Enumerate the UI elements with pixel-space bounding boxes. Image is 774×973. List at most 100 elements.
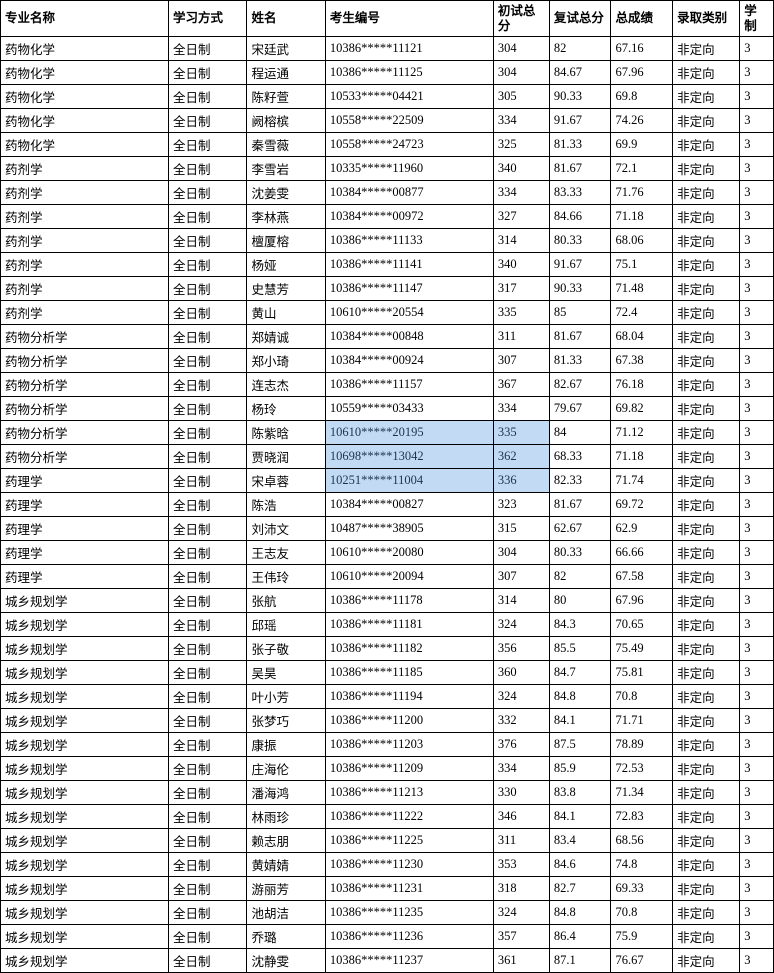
cell-name: 张梦巧	[247, 709, 325, 733]
table-row: 城乡规划学全日制游丽芳10386*****1123131882.769.33非定…	[1, 877, 774, 901]
cell-major: 城乡规划学	[1, 709, 169, 733]
cell-type: 非定向	[673, 61, 740, 85]
cell-mode: 全日制	[169, 925, 247, 949]
cell-mode: 全日制	[169, 493, 247, 517]
table-row: 药剂学全日制黄山10610*****205543358572.4非定向3	[1, 301, 774, 325]
cell-major: 城乡规划学	[1, 661, 169, 685]
cell-major: 药剂学	[1, 301, 169, 325]
cell-mode: 全日制	[169, 853, 247, 877]
cell-total: 71.74	[611, 469, 673, 493]
cell-id: 10386*****11157	[325, 373, 493, 397]
cell-s2: 62.67	[549, 517, 611, 541]
cell-total: 68.04	[611, 325, 673, 349]
cell-mode: 全日制	[169, 661, 247, 685]
cell-type: 非定向	[673, 829, 740, 853]
cell-mode: 全日制	[169, 589, 247, 613]
cell-name: 乔璐	[247, 925, 325, 949]
cell-dur: 3	[740, 349, 774, 373]
table-row: 城乡规划学全日制吴昊10386*****1118536084.775.81非定向…	[1, 661, 774, 685]
cell-major: 药理学	[1, 541, 169, 565]
cell-type: 非定向	[673, 757, 740, 781]
cell-major: 药剂学	[1, 229, 169, 253]
table-row: 药物化学全日制阙榕槟10558*****2250933491.6774.26非定…	[1, 109, 774, 133]
cell-id: 10386*****11203	[325, 733, 493, 757]
table-row: 药理学全日制宋卓蓉10251*****1100433682.3371.74非定向…	[1, 469, 774, 493]
cell-s1: 335	[493, 421, 549, 445]
cell-mode: 全日制	[169, 709, 247, 733]
cell-id: 10558*****24723	[325, 133, 493, 157]
cell-s2: 84.3	[549, 613, 611, 637]
cell-dur: 3	[740, 661, 774, 685]
cell-major: 城乡规划学	[1, 805, 169, 829]
cell-s2: 82.67	[549, 373, 611, 397]
cell-name: 陈紫晗	[247, 421, 325, 445]
cell-id: 10384*****00924	[325, 349, 493, 373]
cell-mode: 全日制	[169, 109, 247, 133]
cell-total: 69.82	[611, 397, 673, 421]
table-body: 药物化学全日制宋廷武10386*****111213048267.16非定向3药…	[1, 37, 774, 973]
cell-total: 66.66	[611, 541, 673, 565]
cell-major: 药理学	[1, 469, 169, 493]
cell-major: 药物化学	[1, 85, 169, 109]
cell-s1: 353	[493, 853, 549, 877]
cell-mode: 全日制	[169, 181, 247, 205]
table-row: 城乡规划学全日制潘海鸿10386*****1121333083.871.34非定…	[1, 781, 774, 805]
cell-s1: 304	[493, 37, 549, 61]
header-row: 专业名称学习方式姓名考生编号初试总分复试总分总成绩录取类别学制	[1, 1, 774, 37]
cell-s1: 304	[493, 541, 549, 565]
cell-name: 程运通	[247, 61, 325, 85]
cell-dur: 3	[740, 445, 774, 469]
table-row: 药物分析学全日制陈紫晗10610*****201953358471.12非定向3	[1, 421, 774, 445]
cell-name: 檀厦榕	[247, 229, 325, 253]
cell-total: 70.8	[611, 685, 673, 709]
cell-total: 75.49	[611, 637, 673, 661]
cell-major: 城乡规划学	[1, 589, 169, 613]
cell-name: 吴昊	[247, 661, 325, 685]
cell-name: 郑小琦	[247, 349, 325, 373]
table-row: 城乡规划学全日制康振10386*****1120337687.578.89非定向…	[1, 733, 774, 757]
cell-major: 城乡规划学	[1, 757, 169, 781]
cell-type: 非定向	[673, 301, 740, 325]
cell-type: 非定向	[673, 685, 740, 709]
cell-mode: 全日制	[169, 949, 247, 973]
cell-total: 71.76	[611, 181, 673, 205]
cell-dur: 3	[740, 877, 774, 901]
cell-mode: 全日制	[169, 829, 247, 853]
cell-s1: 340	[493, 253, 549, 277]
cell-major: 城乡规划学	[1, 853, 169, 877]
cell-total: 76.18	[611, 373, 673, 397]
cell-mode: 全日制	[169, 637, 247, 661]
cell-name: 宋廷武	[247, 37, 325, 61]
cell-s2: 84.1	[549, 709, 611, 733]
cell-id: 10533*****04421	[325, 85, 493, 109]
cell-total: 75.81	[611, 661, 673, 685]
cell-s1: 376	[493, 733, 549, 757]
cell-mode: 全日制	[169, 517, 247, 541]
cell-dur: 3	[740, 781, 774, 805]
cell-name: 叶小芳	[247, 685, 325, 709]
cell-id: 10610*****20094	[325, 565, 493, 589]
cell-major: 药剂学	[1, 253, 169, 277]
cell-major: 药物分析学	[1, 421, 169, 445]
table-row: 药剂学全日制李雪岩10335*****1196034081.6772.1非定向3	[1, 157, 774, 181]
cell-total: 68.06	[611, 229, 673, 253]
cell-dur: 3	[740, 85, 774, 109]
cell-name: 陈浩	[247, 493, 325, 517]
cell-id: 10386*****11133	[325, 229, 493, 253]
cell-dur: 3	[740, 757, 774, 781]
cell-type: 非定向	[673, 637, 740, 661]
table-row: 药物分析学全日制贾晓润10698*****1304236268.3371.18非…	[1, 445, 774, 469]
cell-s1: 334	[493, 181, 549, 205]
table-row: 城乡规划学全日制邱瑶10386*****1118132484.370.65非定向…	[1, 613, 774, 637]
cell-name: 郑婧诚	[247, 325, 325, 349]
cell-major: 药物分析学	[1, 445, 169, 469]
cell-name: 秦雪薇	[247, 133, 325, 157]
cell-s1: 318	[493, 877, 549, 901]
cell-total: 69.72	[611, 493, 673, 517]
cell-id: 10559*****03433	[325, 397, 493, 421]
cell-total: 70.8	[611, 901, 673, 925]
cell-major: 药剂学	[1, 181, 169, 205]
cell-s2: 84.8	[549, 685, 611, 709]
cell-s2: 85.5	[549, 637, 611, 661]
cell-id: 10386*****11181	[325, 613, 493, 637]
